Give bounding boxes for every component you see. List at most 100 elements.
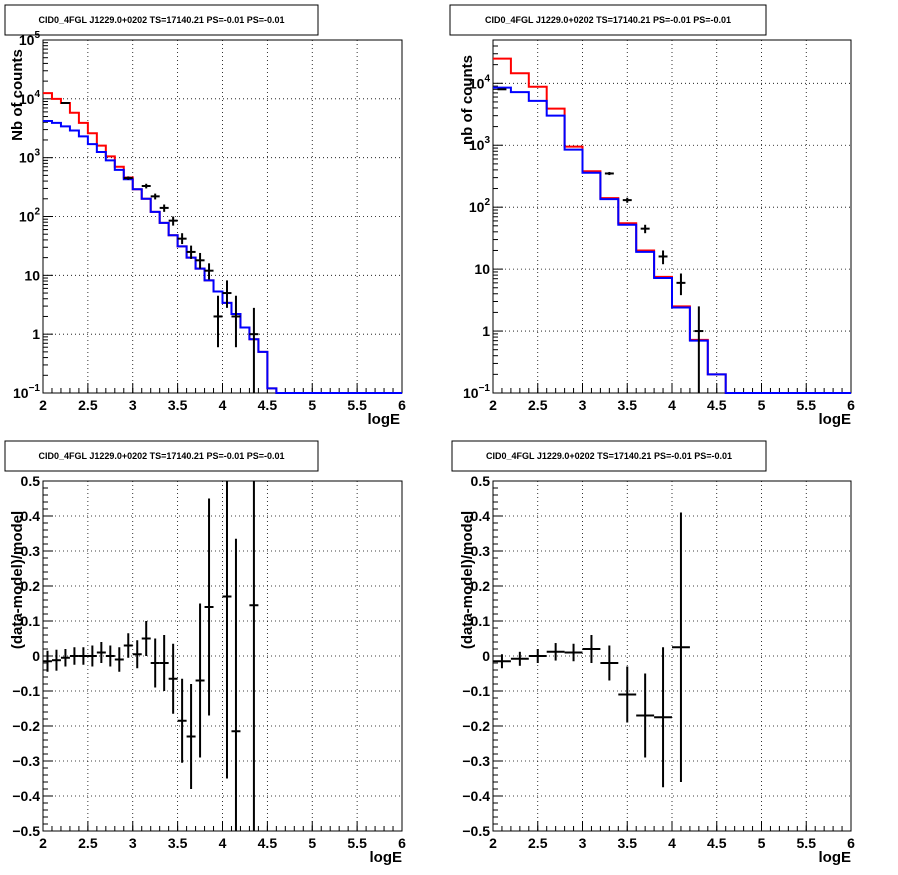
data-point	[213, 295, 223, 348]
histogram-series-2	[43, 119, 402, 394]
chart-title: CID0_4FGL J1229.0+0202 TS=17140.21 PS=-0…	[38, 451, 284, 461]
y-tick-label: −0.4	[12, 788, 40, 804]
x-tick-label: 6	[398, 397, 406, 413]
data-point	[60, 101, 70, 104]
title-box	[451, 440, 767, 472]
data-point	[123, 633, 133, 658]
x-tick-label: 2.5	[528, 397, 548, 413]
x-tick-label: 3	[579, 835, 587, 851]
data-point	[528, 649, 547, 663]
x-tick-label: 2	[489, 835, 497, 851]
data-point	[658, 250, 668, 265]
chart-panel-3: CID0_4FGL J1229.0+0202 TS=17140.21 PS=-0…	[4, 440, 406, 866]
x-axis-label: logE	[819, 849, 852, 866]
data-point	[204, 263, 214, 280]
x-tick-label: 6	[847, 397, 855, 413]
x-tick-label: 5.5	[797, 835, 817, 851]
x-tick-label: 3.5	[618, 397, 638, 413]
data-point	[132, 640, 142, 669]
data-point	[87, 645, 97, 667]
y-axis-label: nb of counts	[459, 55, 476, 145]
x-tick-label: 3.5	[168, 397, 188, 413]
x-tick-label: 4	[219, 397, 227, 413]
title-box	[4, 440, 319, 472]
x-tick-label: 2.5	[528, 835, 548, 851]
y-tick-label: 103	[19, 148, 41, 166]
title-box	[4, 4, 319, 36]
y-tick-label: 0	[482, 648, 490, 664]
data-point	[564, 643, 583, 662]
x-axis-label: logE	[370, 849, 403, 866]
y-tick-label: 0.5	[471, 473, 491, 489]
data-point	[141, 621, 151, 656]
x-tick-label: 5	[758, 397, 766, 413]
data-point	[168, 216, 178, 226]
y-tick-label: −0.3	[12, 753, 40, 769]
x-tick-label: 4.5	[258, 835, 278, 851]
data-point	[60, 649, 70, 667]
data-point	[497, 88, 507, 91]
data-point	[618, 666, 637, 723]
x-tick-label: 2.5	[78, 397, 98, 413]
data-point	[640, 224, 650, 234]
y-tick-label: −0.5	[12, 823, 40, 839]
data-point	[636, 673, 655, 758]
y-tick-label: 10−1	[463, 383, 490, 401]
x-axis-label: logE	[368, 411, 401, 428]
chart-panel-4: CID0_4FGL J1229.0+0202 TS=17140.21 PS=-0…	[451, 440, 855, 866]
x-tick-label: 3	[129, 397, 137, 413]
chart-title: CID0_4FGL J1229.0+0202 TS=17140.21 PS=-0…	[485, 15, 731, 25]
data-point	[654, 647, 672, 788]
data-point	[582, 635, 601, 663]
x-tick-label: 4	[219, 835, 227, 851]
data-point	[51, 649, 61, 671]
chart-title: CID0_4FGL J1229.0+0202 TS=17140.21 PS=-0…	[486, 451, 732, 461]
data-point	[168, 643, 178, 714]
data-point	[604, 171, 614, 176]
chart-panel-1: CID0_4FGL J1229.0+0202 TS=17140.21 PS=-0…	[4, 4, 406, 428]
data-point	[159, 635, 169, 691]
data-point	[510, 651, 529, 666]
data-point	[43, 650, 52, 672]
y-tick-label: 0.4	[21, 508, 41, 524]
chart-title: CID0_4FGL J1229.0+0202 TS=17140.21 PS=-0…	[38, 15, 284, 25]
x-tick-label: 3.5	[618, 835, 638, 851]
data-point	[105, 645, 115, 667]
y-tick-label: 10−1	[13, 383, 40, 401]
x-tick-label: 5	[758, 835, 766, 851]
y-tick-label: 105	[19, 30, 41, 48]
y-tick-label: 10	[474, 261, 490, 277]
data-point	[150, 638, 160, 688]
y-tick-label: −0.5	[462, 823, 490, 839]
data-point	[222, 481, 232, 779]
y-tick-label: 1	[32, 326, 40, 342]
data-point	[622, 197, 632, 203]
y-tick-label: 102	[19, 207, 41, 225]
y-tick-label: 0.2	[471, 578, 491, 594]
y-tick-label: 0	[32, 648, 40, 664]
y-tick-label: 10	[24, 267, 40, 283]
x-tick-label: 5.5	[347, 397, 367, 413]
x-tick-label: 4.5	[707, 835, 727, 851]
y-tick-label: 0.5	[21, 473, 41, 489]
data-point	[204, 498, 214, 716]
x-tick-label: 4.5	[707, 397, 727, 413]
data-point	[114, 647, 124, 672]
y-tick-label: 0.3	[21, 543, 41, 559]
data-point	[186, 245, 196, 259]
data-point	[600, 645, 619, 681]
y-tick-label: 0.2	[21, 578, 41, 594]
y-tick-label: 0.4	[471, 508, 491, 524]
data-point	[78, 647, 88, 665]
data-point	[694, 306, 704, 393]
y-tick-label: 103	[469, 135, 491, 153]
y-tick-label: −0.3	[462, 753, 490, 769]
y-tick-label: 104	[19, 89, 41, 107]
data-point	[493, 654, 511, 669]
data-point	[546, 643, 565, 661]
x-tick-label: 4.5	[258, 397, 278, 413]
data-point	[249, 481, 259, 831]
data-point	[141, 183, 151, 189]
y-tick-label: 1	[482, 323, 490, 339]
x-tick-label: 3	[579, 397, 587, 413]
